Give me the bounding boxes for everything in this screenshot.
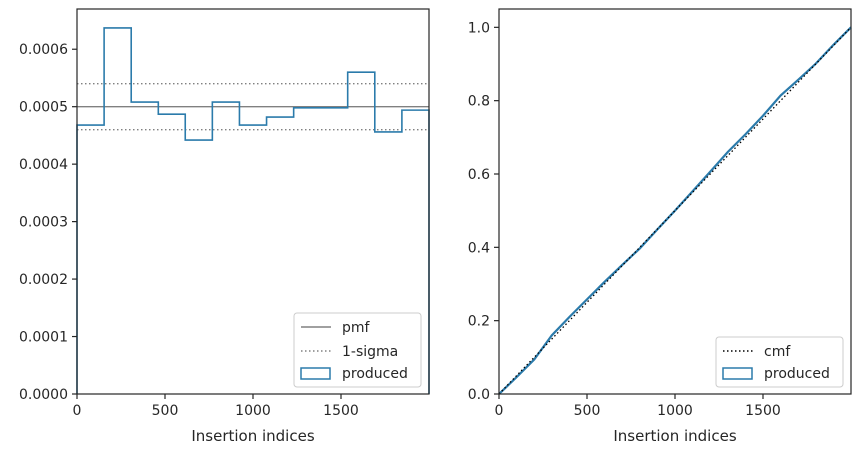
left-legend: pmf 1-sigma produced <box>293 312 422 388</box>
x-tick-label: 1500 <box>323 403 359 419</box>
x-tick-label: 1500 <box>745 403 781 419</box>
legend-produced-swatch-right <box>722 367 753 380</box>
y-tick-label: 1.0 <box>468 20 490 36</box>
legend-produced-swatch <box>300 367 331 380</box>
chart-pmf-histogram: 0 500 1000 1500 0.00000.00010.00020.00030.0… <box>19 8 430 445</box>
legend-produced-label-right: produced <box>764 366 830 382</box>
y-tick-label: 0.0005 <box>19 100 68 116</box>
y-tick-label: 0.0 <box>468 387 490 403</box>
chart-cmf: 0 500 1000 1500 0.0 0.2 0.4 0.6 0.8 1.0 Insertio… <box>468 8 852 445</box>
x-tick-label: 0 <box>495 403 504 419</box>
right-x-axis-label: Insertion indices <box>613 427 736 445</box>
legend-pmf-label: pmf <box>342 320 371 336</box>
right-x-ticks: 0 500 1000 1500 <box>495 394 781 419</box>
x-tick-label: 500 <box>574 403 601 419</box>
legend-cmf-label: cmf <box>764 344 791 360</box>
left-x-axis-label: Insertion indices <box>191 427 314 445</box>
x-tick-label: 1000 <box>235 403 271 419</box>
x-tick-label: 0 <box>73 403 82 419</box>
y-tick-label: 0.0006 <box>19 42 68 58</box>
left-y-ticks: 0.0000 0.0001 0.0002 0.0003 0.0004 0.0005 0.00… <box>19 42 77 403</box>
right-plot-elements <box>498 26 852 395</box>
left-x-ticks: 0 500 1000 1500 <box>73 394 359 419</box>
right-y-ticks: 0.0 0.2 0.4 0.6 0.8 1.0 <box>468 20 499 403</box>
x-tick-label: 500 <box>152 403 179 419</box>
y-tick-label: 0.4 <box>468 240 490 256</box>
legend-produced-label: produced <box>342 366 408 382</box>
cmf-line <box>498 26 852 395</box>
left-plot-elements <box>76 27 430 394</box>
x-tick-label: 1000 <box>657 403 693 419</box>
produced-histogram <box>76 27 430 394</box>
produced-cumulative-line <box>498 26 852 395</box>
y-tick-label: 0.0001 <box>19 330 68 346</box>
y-tick-label: 0.0000 <box>19 387 68 403</box>
y-tick-label: 0.2 <box>468 314 490 330</box>
y-tick-label: 0.0002 <box>19 272 68 288</box>
y-tick-label: 0.0004 <box>19 157 68 173</box>
right-legend: cmf produced <box>715 336 844 388</box>
right-legend-box <box>715 336 844 388</box>
y-tick-label: 0.6 <box>468 167 490 183</box>
y-tick-label: 0.0003 <box>19 215 68 231</box>
y-tick-label: 0.8 <box>468 94 490 110</box>
legend-sigma-label: 1-sigma <box>342 344 398 360</box>
